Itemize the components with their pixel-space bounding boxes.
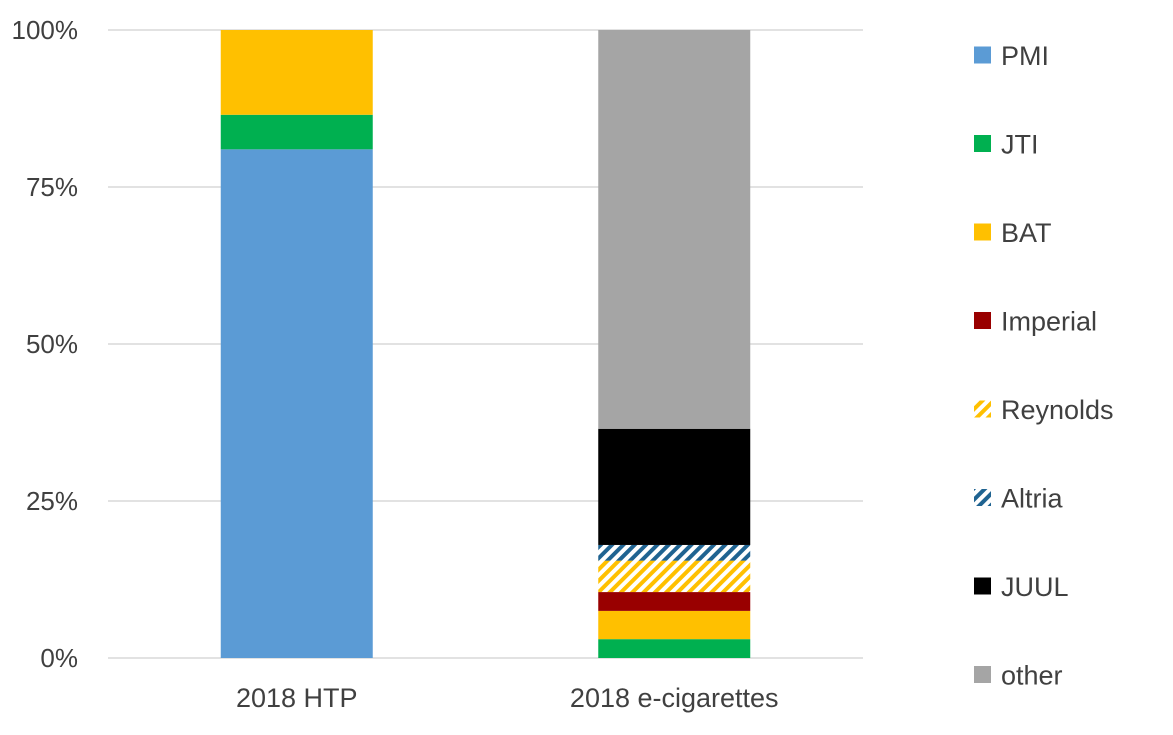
legend-swatch-jti <box>974 135 991 152</box>
bar-segment-2018-e-cigarettes-imperial <box>598 592 751 611</box>
bar-stack-2018-e-cigarettes <box>598 30 751 658</box>
x-category-label-2018-htp: 2018 HTP <box>236 683 358 713</box>
legend-item-jti: JTI <box>974 130 1039 160</box>
legend-item-other: other <box>974 661 1063 691</box>
bar-segment-2018-htp-pmi <box>220 149 373 658</box>
legend-label-imperial: Imperial <box>1001 307 1097 337</box>
y-tick-label-50: 50% <box>26 329 78 359</box>
legend-item-altria: Altria <box>974 484 1063 514</box>
bar-segment-2018-e-cigarettes-reynolds <box>598 560 751 593</box>
bar-stack-2018-htp <box>220 30 373 658</box>
legend-swatch-juul <box>974 577 991 595</box>
legend-item-bat: BAT <box>974 218 1052 248</box>
y-tick-label-25: 25% <box>26 486 78 516</box>
bar-segment-2018-e-cigarettes-other <box>598 30 751 429</box>
y-tick-label-75: 75% <box>26 172 78 202</box>
x-axis-labels: 2018 HTP 2018 e-cigarettes <box>236 683 779 713</box>
bar-segment-2018-htp-jti <box>220 114 373 150</box>
legend-swatch-reynolds <box>974 400 991 418</box>
y-tick-label-0: 0% <box>40 643 78 673</box>
legend-swatch-imperial <box>974 312 991 329</box>
legend-label-pmi: PMI <box>1001 41 1049 71</box>
legend-swatch-pmi <box>974 46 991 64</box>
legend-item-pmi: PMI <box>974 41 1049 71</box>
legend-label-juul: JUUL <box>1001 572 1069 602</box>
legend-label-altria: Altria <box>1001 484 1063 514</box>
legend-label-other: other <box>1001 661 1063 691</box>
legend-swatch-bat <box>974 223 991 241</box>
legend-item-reynolds: Reynolds <box>974 395 1114 425</box>
legend: PMI JTI BAT Imperial Reynolds Altria JUUL other <box>974 41 1114 691</box>
legend-item-juul: JUUL <box>974 572 1069 602</box>
legend-swatch-other <box>974 666 991 683</box>
bar-segment-2018-htp-bat <box>220 30 373 115</box>
y-tick-label-100: 100% <box>12 15 79 45</box>
legend-swatch-altria <box>974 489 991 506</box>
bar-segment-2018-e-cigarettes-jti <box>598 639 751 658</box>
legend-label-bat: BAT <box>1001 218 1052 248</box>
bar-segment-2018-e-cigarettes-juul <box>598 428 751 545</box>
x-category-label-2018-e-cigarettes: 2018 e-cigarettes <box>570 683 779 713</box>
bar-segment-2018-e-cigarettes-altria <box>598 544 751 561</box>
y-axis-ticks: 0% 25% 50% 75% 100% <box>12 15 79 673</box>
legend-label-reynolds: Reynolds <box>1001 395 1114 425</box>
legend-label-jti: JTI <box>1001 130 1039 160</box>
bars <box>220 30 751 658</box>
bar-segment-2018-e-cigarettes-bat <box>598 610 751 640</box>
legend-item-imperial: Imperial <box>974 307 1097 337</box>
